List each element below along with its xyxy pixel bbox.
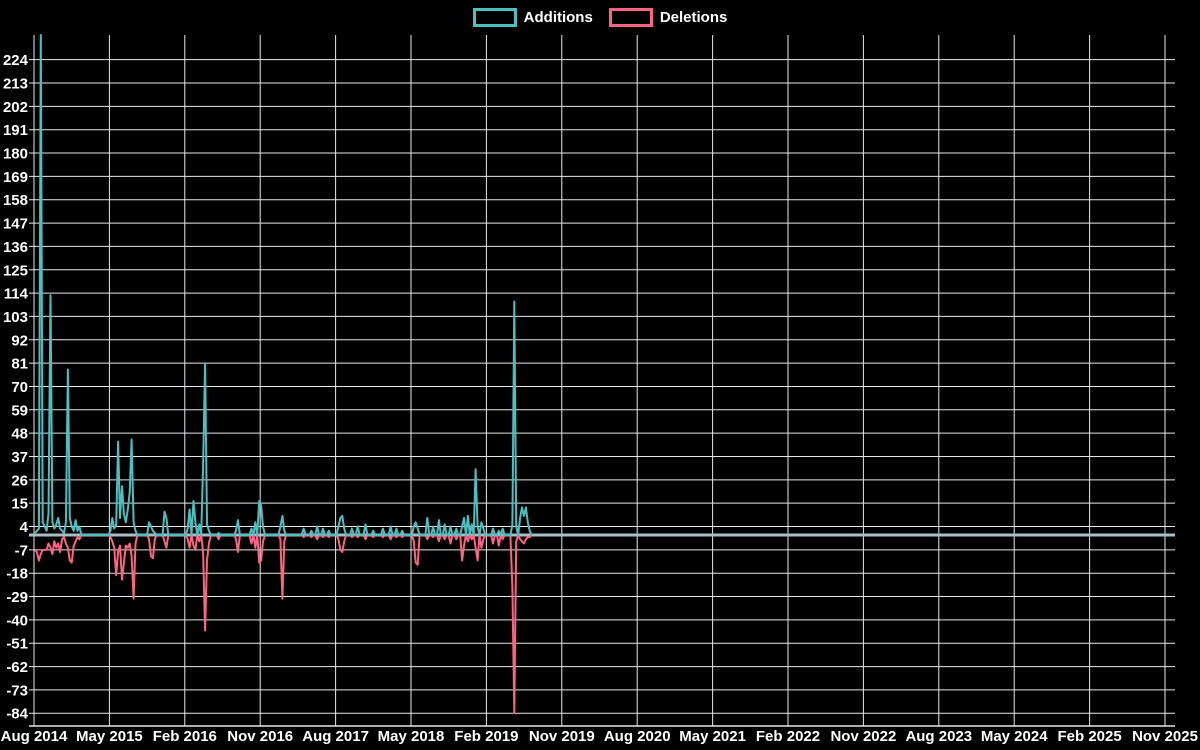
y-tick-label: 158 xyxy=(3,192,28,209)
additions-swatch-icon xyxy=(472,8,517,27)
y-tick-label: 81 xyxy=(11,356,28,373)
x-tick-label: Feb 2019 xyxy=(454,728,518,745)
y-tick-label: 169 xyxy=(3,169,28,186)
x-tick-label: Aug 2014 xyxy=(1,728,68,745)
deletions-line xyxy=(34,534,533,715)
y-tick-label: 114 xyxy=(4,286,29,303)
y-tick-label: 37 xyxy=(11,449,28,466)
y-tick-label: -29 xyxy=(6,589,28,606)
y-tick-label: 103 xyxy=(3,309,28,326)
chart-legend: Additions Deletions xyxy=(0,8,1200,27)
x-tick-label: May 2015 xyxy=(76,728,143,745)
y-tick-label: -7 xyxy=(15,542,28,559)
x-tick-label: Feb 2016 xyxy=(153,728,217,745)
y-tick-label: 92 xyxy=(11,332,28,349)
y-tick-label: 202 xyxy=(3,99,28,116)
y-tick-label: 59 xyxy=(11,402,28,419)
x-tick-label: Aug 2023 xyxy=(905,728,972,745)
x-tick-label: May 2024 xyxy=(981,728,1048,745)
deletions-swatch-icon xyxy=(608,8,653,27)
y-tick-label: -18 xyxy=(6,566,28,583)
y-tick-label: 147 xyxy=(3,216,28,233)
y-tick-label: 180 xyxy=(3,146,28,163)
x-tick-label: Feb 2025 xyxy=(1057,728,1121,745)
additions-line xyxy=(34,34,533,536)
x-tick-label: Aug 2020 xyxy=(604,728,671,745)
x-tick-label: Nov 2019 xyxy=(529,728,595,745)
y-tick-label: -84 xyxy=(6,706,28,723)
y-tick-label: 70 xyxy=(11,379,28,396)
x-tick-label: Feb 2022 xyxy=(756,728,820,745)
deletions-legend-label: Deletions xyxy=(659,9,728,26)
y-tick-label: -40 xyxy=(6,612,28,629)
x-tick-label: Nov 2025 xyxy=(1132,728,1198,745)
y-tick-label: -73 xyxy=(6,682,28,699)
y-tick-label: 48 xyxy=(11,426,28,443)
y-tick-label: 224 xyxy=(3,52,29,69)
x-tick-label: Nov 2022 xyxy=(830,728,896,745)
y-tick-label: 4 xyxy=(20,519,29,536)
y-tick-label: 15 xyxy=(11,496,28,513)
legend-item-deletions[interactable]: Deletions xyxy=(608,8,728,27)
y-tick-label: -51 xyxy=(6,636,28,653)
y-tick-label: 213 xyxy=(3,76,28,93)
x-tick-label: Nov 2016 xyxy=(227,728,293,745)
y-tick-label: -62 xyxy=(6,659,28,676)
additions-legend-label: Additions xyxy=(523,9,593,26)
x-tick-label: May 2018 xyxy=(378,728,445,745)
y-tick-label: 136 xyxy=(3,239,28,256)
x-tick-label: May 2021 xyxy=(679,728,746,745)
y-tick-label: 125 xyxy=(3,262,28,279)
y-tick-label: 191 xyxy=(3,122,28,139)
x-tick-label: Aug 2017 xyxy=(302,728,369,745)
legend-item-additions[interactable]: Additions xyxy=(472,8,593,27)
y-tick-label: 26 xyxy=(11,472,28,489)
